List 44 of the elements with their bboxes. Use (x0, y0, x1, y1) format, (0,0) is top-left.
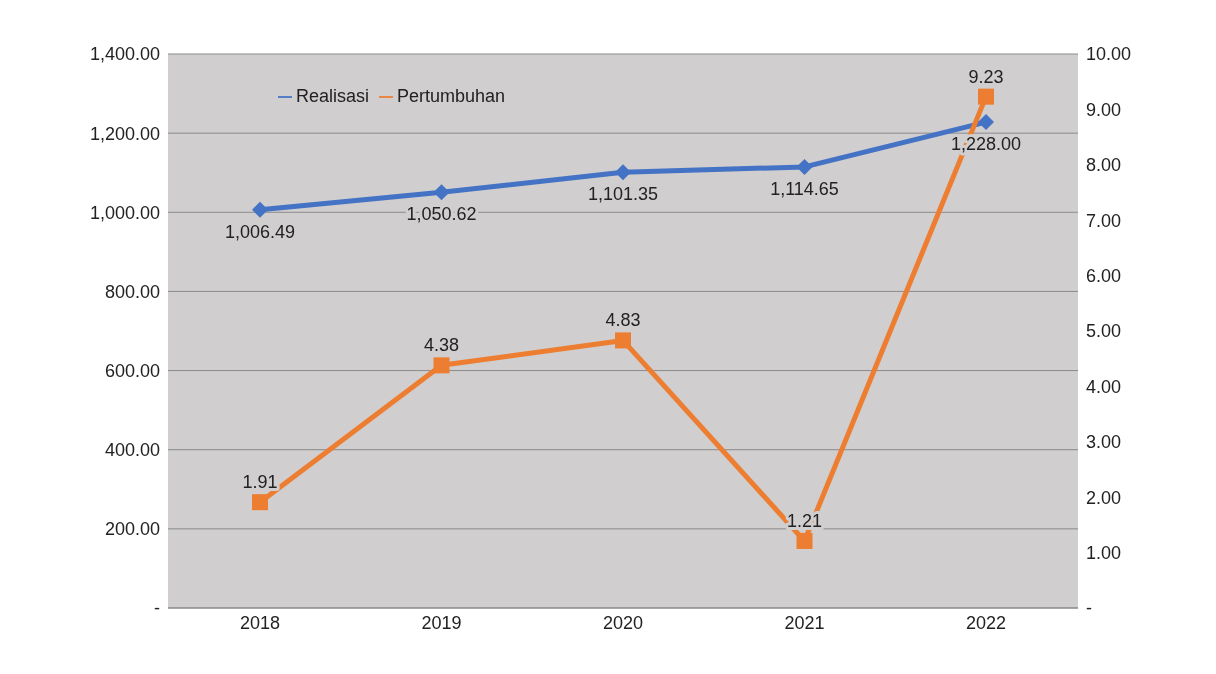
data-label: 4.83 (605, 310, 641, 331)
legend-label: Realisasi (296, 86, 370, 106)
data-label: 1,101.35 (587, 184, 659, 205)
point (252, 494, 268, 511)
point (615, 332, 631, 349)
x-tick-label: 2022 (965, 612, 1007, 633)
y2-tick-label: 7.00 (1086, 210, 1122, 231)
y2-tick-label: 2.00 (1086, 487, 1122, 508)
y-tick-label: 200.00 (104, 519, 160, 540)
y-tick-label: 1,400.00 (89, 44, 160, 65)
data-label: 1,050.62 (406, 204, 477, 225)
y-tick-label: 600.00 (104, 360, 160, 381)
point (796, 158, 813, 175)
point (433, 184, 450, 201)
point (615, 164, 631, 181)
x-tick-label: 2018 (239, 612, 281, 633)
y-tick-label: 800.00 (104, 281, 160, 302)
legend-label: Pertumbuhan (397, 86, 506, 106)
data-label: 9.23 (968, 66, 1004, 87)
data-label: 1,114.65 (770, 178, 839, 199)
y2-tick-label: 8.00 (1086, 155, 1122, 176)
x-tick-label: 2019 (421, 612, 462, 633)
y2-tick-label: 5.00 (1086, 321, 1122, 342)
y2-tick-label: 4.00 (1086, 376, 1122, 397)
y-tick-label: 400.00 (104, 440, 160, 461)
y2-tick-label: 9.00 (1086, 99, 1122, 120)
x-tick-label: 2020 (602, 612, 644, 633)
y2-tick-label: 1.00 (1086, 542, 1122, 563)
data-label: 1.91 (242, 472, 278, 493)
point (252, 201, 268, 218)
x-tick-label: 2021 (784, 612, 825, 633)
y-tick-label: - (154, 598, 160, 619)
point (796, 532, 813, 549)
y2-tick-label: 6.00 (1086, 265, 1122, 286)
data-label: 1,006.49 (224, 221, 296, 242)
y-tick-label: 1,200.00 (89, 123, 160, 144)
point (978, 88, 994, 105)
y-tick-label: 1,000.00 (89, 202, 160, 223)
data-label: 4.38 (423, 335, 460, 356)
point (978, 114, 994, 131)
y2-tick-label: - (1086, 598, 1092, 619)
y2-tick-label: 3.00 (1086, 432, 1122, 453)
point (433, 357, 450, 374)
y2-tick-label: 10.00 (1086, 44, 1132, 65)
